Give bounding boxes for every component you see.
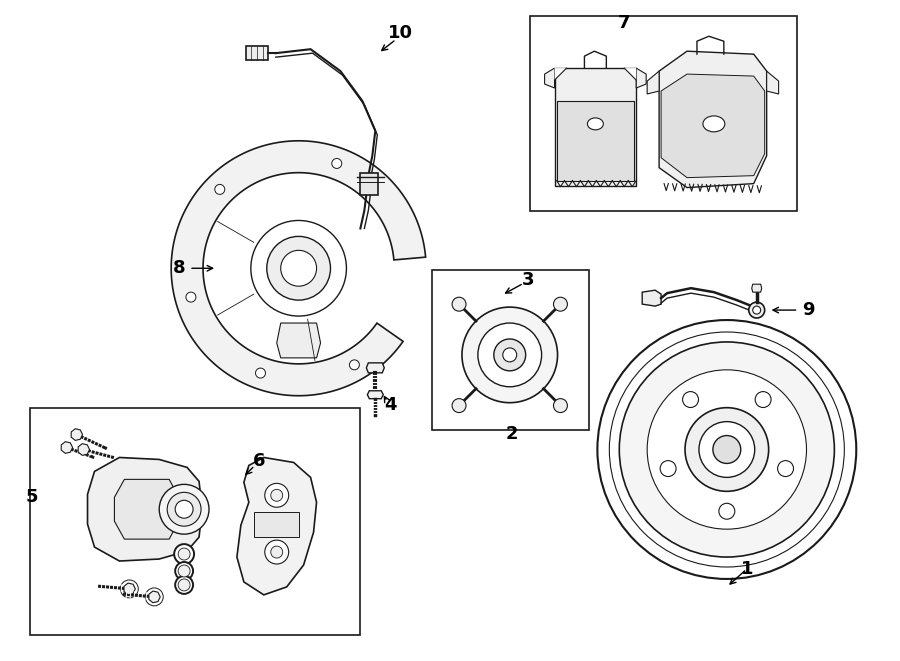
Polygon shape — [767, 71, 778, 94]
Polygon shape — [662, 74, 765, 178]
Circle shape — [251, 221, 346, 316]
Bar — [246, 46, 268, 60]
Circle shape — [186, 292, 196, 302]
Text: 2: 2 — [506, 424, 518, 443]
Polygon shape — [148, 591, 160, 603]
Text: 1: 1 — [741, 560, 753, 578]
Circle shape — [494, 339, 526, 371]
Polygon shape — [237, 457, 317, 595]
Circle shape — [271, 489, 283, 501]
Circle shape — [619, 342, 834, 557]
Text: 6: 6 — [253, 452, 266, 471]
Bar — [556, 101, 634, 180]
Text: 9: 9 — [802, 301, 814, 319]
Circle shape — [265, 540, 289, 564]
Circle shape — [178, 579, 190, 591]
Circle shape — [178, 548, 190, 560]
Polygon shape — [276, 323, 320, 358]
Circle shape — [682, 391, 698, 408]
Text: 3: 3 — [521, 271, 534, 290]
Circle shape — [124, 584, 134, 594]
Text: 4: 4 — [384, 396, 397, 414]
Bar — [432, 270, 590, 430]
Polygon shape — [554, 68, 566, 80]
Polygon shape — [171, 141, 426, 396]
Circle shape — [478, 323, 542, 387]
Circle shape — [452, 297, 466, 311]
Text: 7: 7 — [618, 15, 631, 32]
Bar — [360, 173, 378, 194]
Circle shape — [176, 576, 194, 594]
Circle shape — [215, 184, 225, 194]
Circle shape — [149, 592, 159, 602]
Polygon shape — [636, 68, 646, 88]
Circle shape — [462, 307, 557, 403]
Bar — [554, 68, 636, 186]
Ellipse shape — [703, 116, 724, 132]
Circle shape — [719, 503, 734, 519]
Text: 5: 5 — [25, 488, 38, 506]
Bar — [530, 17, 796, 210]
Polygon shape — [61, 442, 73, 453]
Circle shape — [660, 461, 676, 477]
Circle shape — [176, 562, 194, 580]
Polygon shape — [87, 457, 201, 561]
Circle shape — [265, 483, 289, 507]
Text: 10: 10 — [388, 24, 413, 42]
Circle shape — [609, 332, 844, 567]
Circle shape — [159, 485, 209, 534]
Circle shape — [752, 306, 760, 314]
Polygon shape — [114, 479, 177, 539]
Circle shape — [175, 544, 194, 564]
Circle shape — [554, 297, 567, 311]
Circle shape — [176, 500, 194, 518]
Circle shape — [332, 159, 342, 169]
Polygon shape — [367, 391, 383, 399]
Circle shape — [121, 580, 139, 598]
Text: 8: 8 — [173, 259, 185, 277]
Polygon shape — [625, 68, 636, 80]
Polygon shape — [647, 71, 659, 94]
Circle shape — [145, 588, 163, 606]
Polygon shape — [544, 68, 554, 88]
Circle shape — [271, 546, 283, 558]
Circle shape — [598, 320, 856, 579]
Circle shape — [266, 237, 330, 300]
Circle shape — [167, 492, 201, 526]
Circle shape — [749, 302, 765, 318]
Circle shape — [713, 436, 741, 463]
Polygon shape — [366, 363, 384, 373]
Circle shape — [281, 251, 317, 286]
Circle shape — [554, 399, 567, 412]
Circle shape — [503, 348, 517, 362]
Polygon shape — [78, 444, 89, 455]
Circle shape — [349, 360, 359, 369]
Circle shape — [452, 399, 466, 412]
Circle shape — [647, 370, 806, 529]
Polygon shape — [643, 290, 662, 306]
Circle shape — [699, 422, 755, 477]
Circle shape — [755, 391, 771, 408]
Bar — [30, 408, 360, 635]
Polygon shape — [124, 583, 135, 595]
Polygon shape — [71, 429, 83, 440]
Circle shape — [778, 461, 794, 477]
Polygon shape — [752, 284, 761, 292]
Polygon shape — [659, 51, 767, 188]
Circle shape — [178, 565, 190, 577]
Circle shape — [685, 408, 769, 491]
Polygon shape — [254, 512, 299, 537]
Ellipse shape — [588, 118, 603, 130]
Circle shape — [256, 368, 266, 378]
